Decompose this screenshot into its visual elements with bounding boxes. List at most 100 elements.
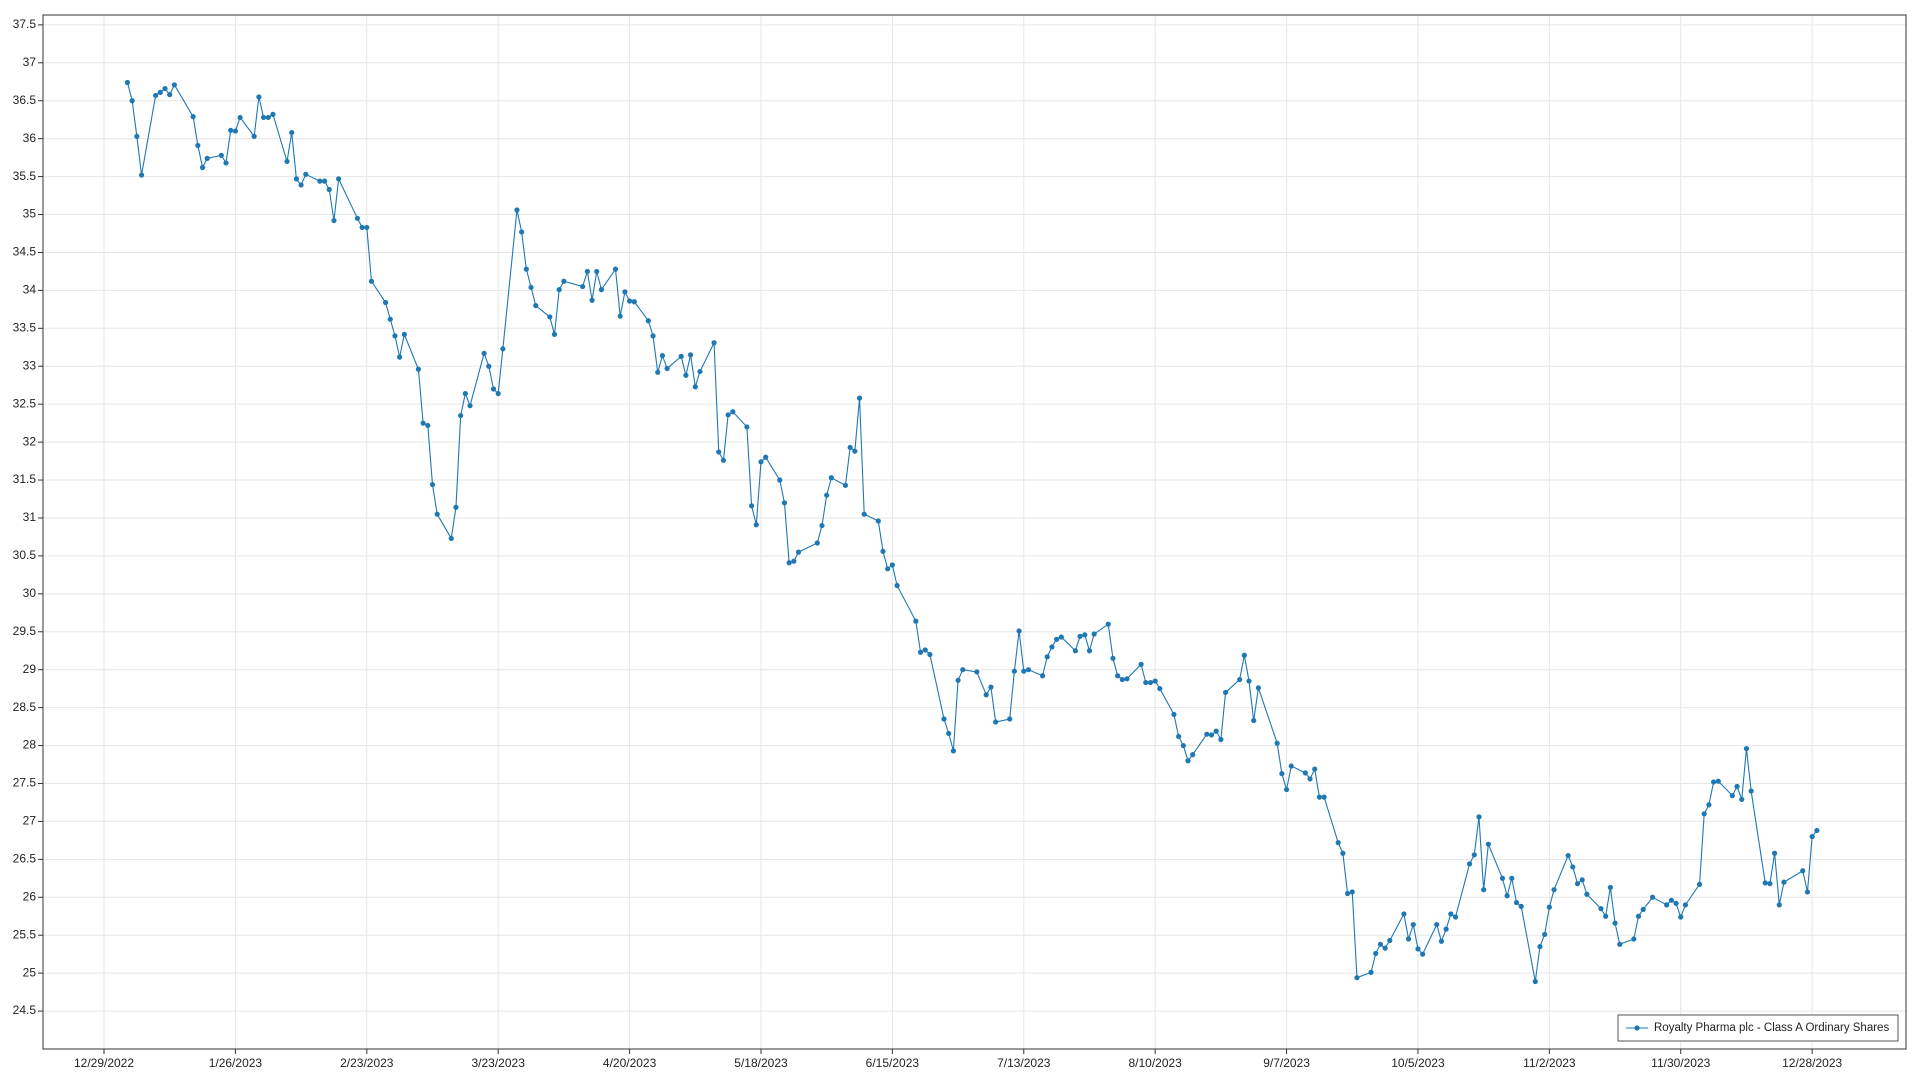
data-point — [1208, 732, 1215, 738]
data-point — [725, 412, 731, 418]
data-point — [1255, 685, 1262, 691]
data-point — [1504, 893, 1510, 899]
data-point — [584, 268, 590, 275]
data-point — [763, 454, 769, 460]
data-point — [1307, 776, 1313, 782]
data-point — [777, 477, 783, 483]
data-point — [467, 403, 473, 409]
x-tick-label: 5/18/2023 — [734, 1056, 788, 1070]
x-tick-label: 11/30/2023 — [1651, 1056, 1710, 1070]
data-point — [1466, 861, 1473, 867]
data-point — [1485, 841, 1491, 847]
data-point — [138, 172, 145, 178]
data-point — [260, 114, 267, 121]
data-point — [1241, 652, 1247, 658]
data-point — [1734, 783, 1740, 790]
data-point — [397, 354, 403, 360]
data-point — [1781, 879, 1787, 885]
data-point — [687, 352, 694, 358]
data-point — [683, 372, 689, 378]
data-point — [167, 92, 173, 98]
y-tick-label: 28 — [23, 738, 37, 752]
data-point — [1574, 881, 1581, 887]
data-point — [415, 366, 422, 372]
data-point — [1077, 633, 1083, 639]
data-point — [298, 182, 304, 188]
data-point — [1617, 941, 1623, 947]
data-point — [1565, 852, 1571, 859]
data-point — [1213, 728, 1219, 734]
data-point — [1171, 711, 1177, 718]
data-point — [1678, 914, 1684, 920]
y-tick-label: 24.5 — [13, 1003, 37, 1017]
x-tick-label: 2/23/2023 — [340, 1056, 394, 1070]
data-point — [1180, 742, 1186, 749]
data-point — [1767, 881, 1773, 887]
data-point — [1509, 875, 1515, 881]
data-point — [223, 160, 229, 166]
data-point — [753, 522, 759, 528]
data-point — [955, 677, 961, 683]
y-tick-label: 30 — [23, 586, 37, 600]
data-point — [1584, 891, 1590, 897]
data-point — [758, 459, 764, 465]
data-point — [993, 719, 999, 725]
data-point — [988, 684, 994, 690]
data-point — [533, 302, 539, 309]
data-point — [1344, 890, 1351, 897]
x-tick-label: 10/5/2023 — [1391, 1056, 1445, 1070]
data-point — [861, 511, 867, 517]
data-point — [270, 111, 276, 117]
data-point — [1499, 875, 1506, 881]
data-point — [317, 178, 323, 184]
data-point — [1115, 673, 1121, 679]
data-point — [1021, 668, 1027, 674]
data-point — [1138, 661, 1144, 667]
data-point — [1748, 788, 1754, 794]
data-point — [1246, 678, 1252, 684]
data-point — [1218, 736, 1224, 743]
data-point — [195, 142, 201, 149]
y-tick-label: 31.5 — [13, 472, 37, 486]
data-point — [1635, 913, 1642, 919]
data-point — [551, 331, 558, 337]
data-point — [1443, 926, 1449, 932]
data-point — [1124, 676, 1130, 682]
data-point — [1776, 902, 1782, 908]
data-point — [626, 298, 633, 304]
data-point — [1434, 921, 1440, 928]
data-point — [462, 390, 468, 397]
data-point — [1551, 887, 1557, 893]
data-point — [134, 133, 140, 139]
data-point — [1579, 877, 1585, 883]
data-point — [387, 316, 393, 322]
data-point — [326, 186, 332, 193]
data-point — [1082, 632, 1088, 638]
data-point — [1312, 766, 1318, 772]
data-point — [1814, 827, 1820, 834]
data-point — [199, 164, 206, 171]
data-point — [157, 89, 163, 95]
data-point — [847, 444, 853, 451]
x-tick-label: 12/29/2022 — [74, 1056, 134, 1070]
y-tick-label: 33.5 — [13, 320, 37, 334]
data-point — [256, 94, 262, 100]
data-point — [382, 299, 389, 306]
y-tick-label: 32.5 — [13, 396, 37, 410]
y-tick-label: 25.5 — [13, 927, 37, 941]
data-point — [237, 114, 243, 121]
y-tick-label: 35.5 — [13, 169, 37, 183]
data-point — [1237, 676, 1243, 683]
y-tick-label: 27 — [23, 814, 37, 828]
data-point — [1513, 899, 1520, 906]
data-point — [1673, 900, 1679, 906]
data-point — [1119, 676, 1125, 683]
data-point — [1762, 880, 1768, 886]
data-point — [1368, 969, 1374, 975]
data-point — [1044, 654, 1050, 660]
data-point — [265, 114, 271, 121]
data-point — [420, 420, 426, 426]
data-point — [1631, 936, 1637, 942]
data-point — [1410, 921, 1416, 928]
